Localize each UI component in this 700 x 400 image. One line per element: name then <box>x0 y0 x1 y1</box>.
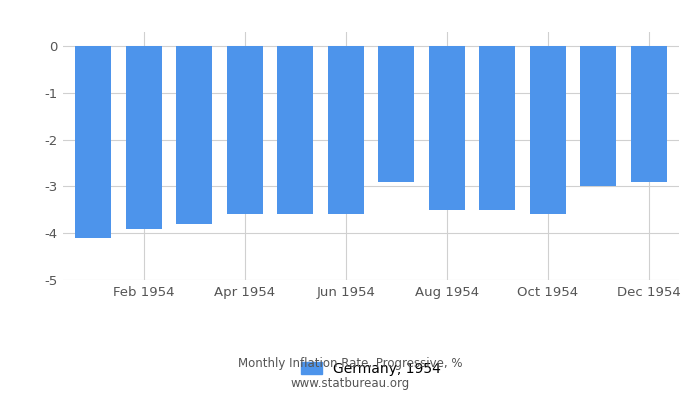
Bar <box>580 46 617 186</box>
Bar <box>328 46 364 214</box>
Legend: Germany, 1954: Germany, 1954 <box>295 356 447 382</box>
Bar <box>631 46 667 182</box>
Text: www.statbureau.org: www.statbureau.org <box>290 378 410 390</box>
Bar <box>227 46 263 214</box>
Bar <box>529 46 566 214</box>
Text: Monthly Inflation Rate, Progressive, %: Monthly Inflation Rate, Progressive, % <box>238 358 462 370</box>
Bar <box>125 46 162 228</box>
Bar <box>277 46 314 214</box>
Bar <box>75 46 111 238</box>
Bar <box>176 46 213 224</box>
Bar <box>378 46 414 182</box>
Bar <box>479 46 515 210</box>
Bar <box>428 46 465 210</box>
